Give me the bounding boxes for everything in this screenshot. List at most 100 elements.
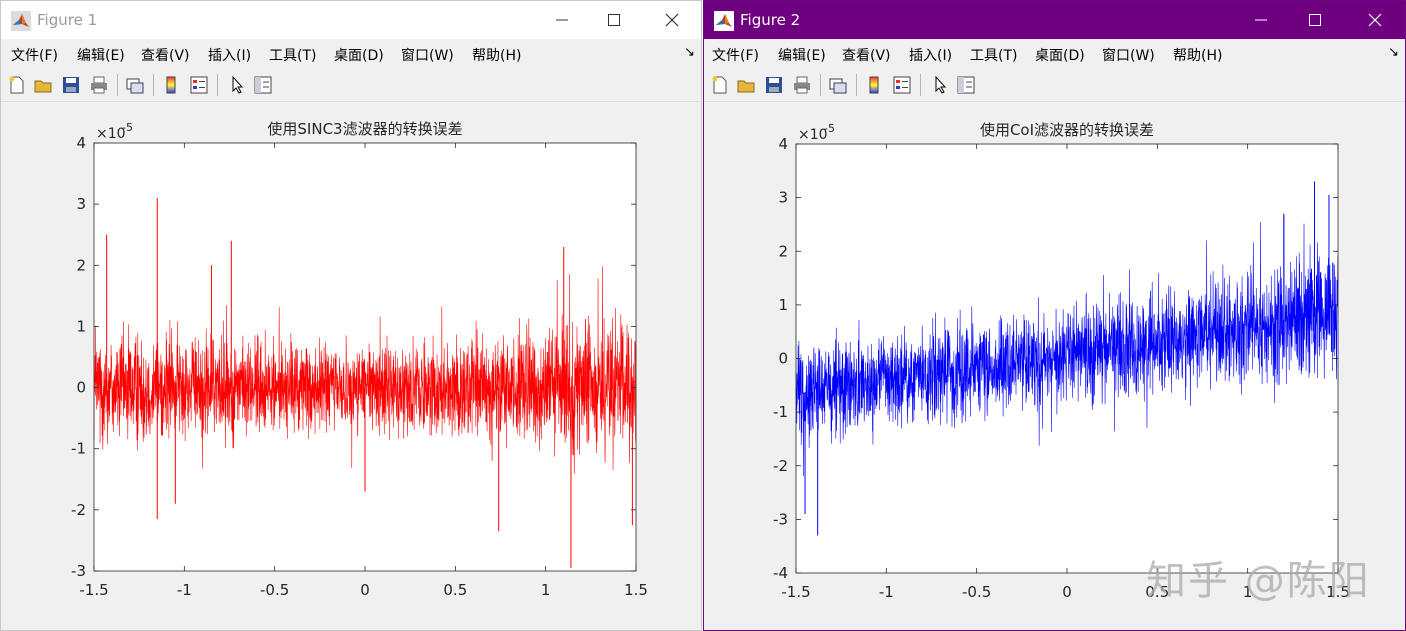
print-icon[interactable] — [792, 75, 812, 95]
minimize-button[interactable] — [539, 5, 585, 35]
y-tick-label: -4 — [773, 564, 788, 582]
menu-edit[interactable]: 编辑(E) — [778, 48, 826, 64]
plot-area: -1.5 -1 -0.5 0 0.5 1 1.5 -3 -2 -1 0 1 2 3 4 ×10 -5 使用SINC… — [1, 101, 701, 630]
y-tick-label: -2 — [773, 457, 788, 475]
insert-legend-icon[interactable] — [189, 75, 209, 95]
y-exponent-power: -5 — [824, 122, 835, 135]
y-tick-label: -3 — [71, 562, 86, 580]
figure-toolbar — [704, 69, 1405, 102]
menu-tools[interactable]: 工具(T) — [269, 48, 317, 64]
x-tick-label: -1.5 — [781, 583, 810, 601]
x-tick-label: 1.5 — [624, 581, 648, 599]
y-tick-label: 2 — [778, 242, 788, 260]
minimize-icon — [1255, 19, 1267, 21]
property-inspector-icon[interactable] — [253, 75, 273, 95]
menu-desktop[interactable]: 桌面(D) — [334, 48, 384, 64]
y-tick-label: 1 — [778, 296, 788, 314]
axes-background — [94, 143, 636, 571]
x-tick-label: -1 — [879, 583, 894, 601]
y-tick-label: -2 — [71, 501, 86, 519]
new-figure-icon[interactable] — [710, 75, 730, 95]
menu-file[interactable]: 文件(F) — [11, 48, 58, 64]
maximize-icon — [1309, 14, 1321, 26]
menu-help[interactable]: 帮助(H) — [1173, 48, 1223, 64]
property-inspector-icon[interactable] — [956, 75, 976, 95]
x-tick-label: -0.5 — [962, 583, 991, 601]
open-file-icon[interactable] — [736, 75, 756, 95]
open-file-icon[interactable] — [33, 75, 53, 95]
toolbar-separator — [856, 74, 857, 96]
y-exponent-label: ×10 — [798, 127, 828, 143]
menu-window[interactable]: 窗口(W) — [1102, 48, 1155, 64]
save-icon[interactable] — [61, 75, 81, 95]
edit-plot-arrow-icon[interactable] — [227, 75, 247, 95]
menu-insert[interactable]: 插入(I) — [909, 48, 953, 64]
menu-help[interactable]: 帮助(H) — [472, 48, 522, 64]
maximize-button[interactable] — [591, 5, 637, 35]
link-plot-icon[interactable] — [828, 75, 848, 95]
toolbar-separator — [217, 74, 218, 96]
link-plot-icon[interactable] — [125, 75, 145, 95]
x-tick-label: 0 — [360, 581, 370, 599]
y-exponent-power: -5 — [122, 121, 133, 134]
matlab-logo-icon — [11, 11, 31, 31]
toolbar-separator — [920, 74, 921, 96]
menu-edit[interactable]: 编辑(E) — [77, 48, 125, 64]
insert-legend-icon[interactable] — [892, 75, 912, 95]
toolbar-separator — [153, 74, 154, 96]
y-tick-label: -3 — [773, 510, 788, 528]
edit-plot-arrow-icon[interactable] — [930, 75, 950, 95]
x-tick-label: 1 — [541, 581, 551, 599]
series-line — [93, 266, 637, 474]
axes-background — [796, 144, 1338, 573]
maximize-icon — [608, 14, 620, 26]
toolbar-separator — [117, 74, 118, 96]
y-exponent-label: ×10 — [96, 126, 126, 142]
close-button[interactable] — [1352, 5, 1398, 35]
minimize-button[interactable] — [1238, 5, 1284, 35]
print-icon[interactable] — [89, 75, 109, 95]
chart-title: 使用SINC3滤波器的转换误差 — [267, 120, 462, 138]
matlab-logo-icon — [714, 11, 734, 31]
x-tick-label: -1 — [177, 581, 192, 599]
new-figure-icon[interactable] — [7, 75, 27, 95]
x-tick-label: -0.5 — [260, 581, 289, 599]
x-tick-label: 1.5 — [1326, 583, 1350, 601]
close-icon — [1368, 13, 1382, 27]
menu-window[interactable]: 窗口(W) — [401, 48, 454, 64]
y-tick-label: 2 — [76, 256, 86, 274]
y-tick-label: 0 — [76, 379, 86, 397]
figure-1-window: Figure 1 文件(F) 编辑(E) 查看(V) 插入(I) 工具(T) 桌… — [0, 0, 702, 631]
menu-dock-arrow[interactable]: ↘ — [1388, 45, 1399, 60]
y-tick-label: -1 — [773, 403, 788, 421]
window-title: Figure 2 — [740, 11, 801, 29]
menu-view[interactable]: 查看(V) — [842, 48, 891, 64]
menu-bar: 文件(F) 编辑(E) 查看(V) 插入(I) 工具(T) 桌面(D) 窗口(W… — [1, 39, 701, 69]
menu-file[interactable]: 文件(F) — [712, 48, 759, 64]
window-titlebar[interactable]: Figure 2 — [704, 1, 1405, 39]
menu-desktop[interactable]: 桌面(D) — [1035, 48, 1085, 64]
menu-tools[interactable]: 工具(T) — [970, 48, 1018, 64]
window-titlebar[interactable]: Figure 1 — [1, 1, 701, 39]
plot-area: -1.5 -1 -0.5 0 0.5 1 1.5 -4 -3 -2 -1 0 1 2 3 4 ×10 -5 使用Co… — [704, 101, 1405, 630]
maximize-button[interactable] — [1292, 5, 1338, 35]
y-tick-label: -1 — [71, 440, 86, 458]
toolbar-separator — [820, 74, 821, 96]
chart-coi-error[interactable]: -1.5 -1 -0.5 0 0.5 1 1.5 -4 -3 -2 -1 0 1 2 3 4 ×10-5 使用Co… — [704, 101, 1405, 630]
insert-colorbar-icon[interactable] — [864, 75, 884, 95]
y-tick-label: 1 — [76, 317, 86, 335]
figure-toolbar — [1, 69, 701, 102]
menu-dock-arrow[interactable]: ↘ — [684, 45, 695, 60]
close-icon — [665, 13, 679, 27]
x-tick-label: 0 — [1062, 583, 1072, 601]
menu-bar: 文件(F) 编辑(E) 查看(V) 插入(I) 工具(T) 桌面(D) 窗口(W… — [704, 39, 1405, 69]
watermark-text: 知乎 @陈阳 — [1146, 558, 1371, 604]
minimize-icon — [556, 19, 568, 21]
insert-colorbar-icon[interactable] — [161, 75, 181, 95]
y-tick-label: 3 — [76, 195, 86, 213]
close-button[interactable] — [649, 5, 695, 35]
menu-view[interactable]: 查看(V) — [141, 48, 190, 64]
menu-insert[interactable]: 插入(I) — [208, 48, 252, 64]
save-icon[interactable] — [764, 75, 784, 95]
chart-sinc3-error[interactable]: -1.5 -1 -0.5 0 0.5 1 1.5 -3 -2 -1 0 1 2 3 4 ×10-5 使用SINC… — [1, 101, 701, 630]
